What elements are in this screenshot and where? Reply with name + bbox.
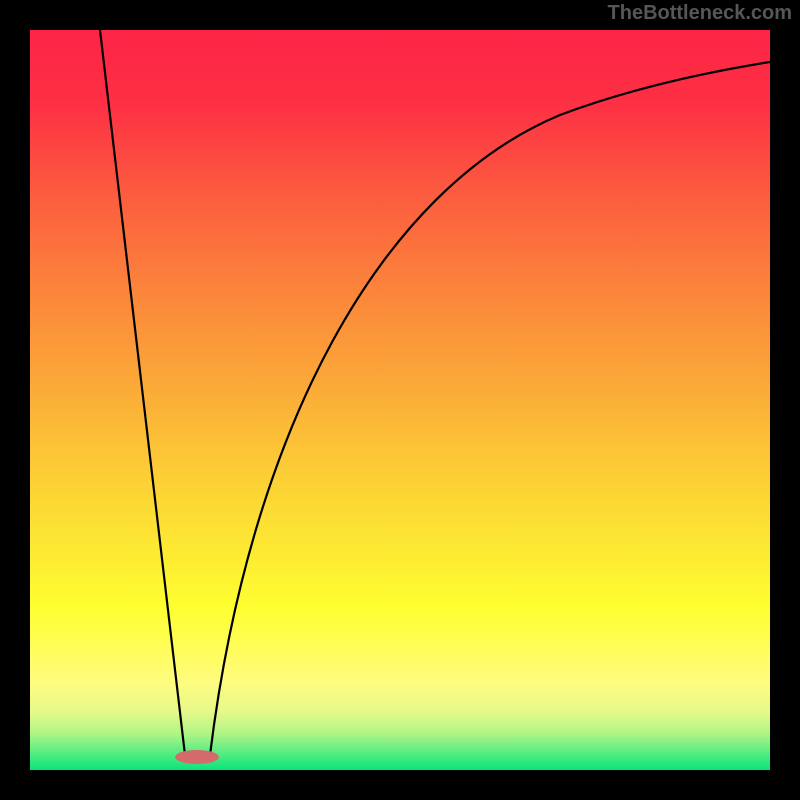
watermark-text: TheBottleneck.com <box>608 2 792 25</box>
plot-area <box>30 30 770 770</box>
bottom-marker <box>175 750 219 764</box>
chart-canvas: TheBottleneck.com <box>0 0 800 800</box>
chart-svg <box>0 0 800 800</box>
